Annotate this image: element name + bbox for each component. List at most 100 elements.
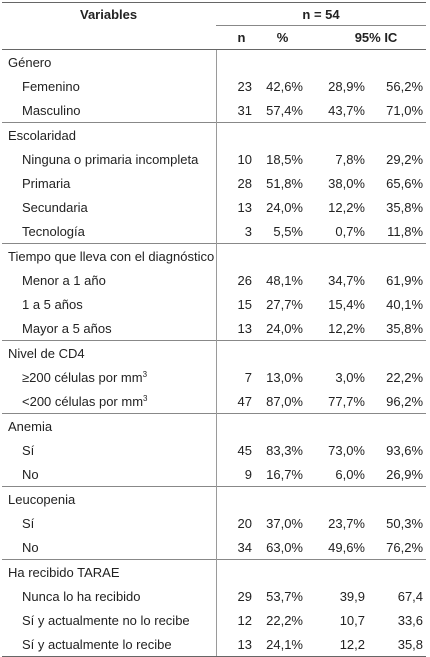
row-label-text: Mayor a 5 años bbox=[22, 320, 112, 336]
table-row: Mayor a 5 años 13 24,0% 12,2% 35,8% bbox=[2, 316, 426, 341]
ci-lower-cell: 6,0% bbox=[335, 466, 365, 482]
empty-cell bbox=[306, 49, 368, 74]
percent-cell: 48,1% bbox=[266, 272, 303, 288]
row-label-text: Sí y actualmente no lo recibe bbox=[22, 612, 190, 628]
row-label-text: ≥200 células por mm bbox=[22, 369, 143, 385]
percent-cell: 51,8% bbox=[266, 175, 303, 191]
ci-lower-cell: 23,7% bbox=[328, 515, 365, 531]
ci-lower-cell: 12,2 bbox=[306, 632, 368, 657]
percent-cell: 18,5% bbox=[266, 151, 303, 167]
row-label: Tecnología bbox=[2, 219, 217, 244]
section-row: Escolaridad bbox=[2, 122, 427, 147]
header-row: Variables n = 54 bbox=[2, 2, 427, 26]
row-label-text: Secundaria bbox=[22, 199, 88, 215]
empty-cell bbox=[216, 243, 255, 268]
ci-upper-cell: 93,6% bbox=[386, 442, 424, 458]
row-label-text: Nunca lo ha recibido bbox=[22, 588, 141, 604]
empty-cell bbox=[255, 486, 306, 511]
row-label-text: 1 a 5 años bbox=[22, 296, 83, 312]
table-row: <200 células por mm3 47 87,0% 77,7% 96,2% bbox=[2, 389, 426, 414]
ci-upper-cell: 35,8% bbox=[386, 199, 424, 215]
n-cell: 29 bbox=[237, 588, 252, 604]
n-cell: 13 bbox=[237, 199, 252, 215]
empty-cell bbox=[255, 413, 306, 438]
ci-upper-cell: 67,4 bbox=[397, 588, 424, 604]
ci-upper-cell: 11,8% bbox=[387, 223, 424, 239]
section-title: Género bbox=[2, 49, 217, 74]
row-label-text: Sí bbox=[22, 442, 35, 458]
ci-upper-cell: 71,0% bbox=[386, 102, 424, 118]
ci-header: 95% IC bbox=[306, 25, 427, 50]
n-cell: 31 bbox=[237, 102, 252, 118]
ci-lower-cell: 28,9% bbox=[328, 78, 365, 94]
table-row: Ninguna o primaria incompleta 10 18,5% 7,8%… bbox=[2, 147, 426, 171]
n-cell: 13 bbox=[216, 632, 255, 657]
table-body: Género Femenino 23 42,6% 28,9% 56,2% Masculino… bbox=[2, 49, 427, 657]
ci-lower-cell: 39,9 bbox=[339, 588, 365, 604]
ci-upper-cell: 29,2% bbox=[386, 151, 424, 167]
empty-cell bbox=[255, 340, 306, 365]
percent-cell: 22,2% bbox=[266, 612, 303, 628]
percent-cell: 24,0% bbox=[266, 199, 303, 215]
row-label-text: Menor a 1 año bbox=[22, 272, 106, 288]
table-row: Sí y actualmente no lo recibe 12 22,2% 10,7… bbox=[2, 608, 426, 632]
table-row: ≥200 células por mm3 7 13,0% 3,0% 22,2% bbox=[2, 365, 426, 389]
empty-cell bbox=[368, 559, 427, 584]
percent-cell: 87,0% bbox=[266, 393, 303, 409]
empty-cell bbox=[216, 49, 255, 74]
section-title: Ha recibido TARAE bbox=[2, 559, 217, 584]
percent-cell: 57,4% bbox=[266, 102, 303, 118]
empty-cell bbox=[368, 413, 427, 438]
n-cell: 45 bbox=[237, 442, 252, 458]
ci-lower-cell: 34,7% bbox=[328, 272, 365, 288]
empty-cell bbox=[306, 559, 368, 584]
row-label-text: Sí y actualmente lo recibe bbox=[22, 636, 172, 652]
row-label-text: Sí bbox=[22, 515, 35, 531]
n-cell: 9 bbox=[244, 466, 252, 482]
ci-lower-cell: 77,7% bbox=[328, 393, 365, 409]
row-label-text: Masculino bbox=[22, 102, 81, 118]
section-title: Tiempo que lleva con el diagnóstico bbox=[2, 243, 217, 268]
percent-cell: 5,5% bbox=[273, 223, 303, 239]
variables-header: Variables bbox=[2, 2, 216, 26]
empty-cell bbox=[368, 122, 427, 147]
row-label-text: Primaria bbox=[22, 175, 71, 191]
row-label: Sí bbox=[2, 438, 217, 462]
table-row: Tecnología 3 5,5% 0,7% 11,8% bbox=[2, 219, 426, 244]
table-row: Sí 20 37,0% 23,7% 50,3% bbox=[2, 511, 426, 535]
n-cell: 7 bbox=[244, 369, 252, 385]
table-row: Masculino 31 57,4% 43,7% 71,0% bbox=[2, 98, 426, 123]
empty-cell bbox=[255, 559, 306, 584]
empty-cell bbox=[216, 340, 255, 365]
table-row: Secundaria 13 24,0% 12,2% 35,8% bbox=[2, 195, 426, 219]
row-label-text: <200 células por mm bbox=[22, 393, 144, 409]
empty-cell bbox=[368, 243, 427, 268]
ci-upper-cell: 96,2% bbox=[386, 393, 424, 409]
ci-lower-cell: 3,0% bbox=[335, 369, 365, 385]
ci-upper-cell: 76,2% bbox=[386, 539, 424, 555]
empty-cell bbox=[255, 49, 306, 74]
n-cell: 10 bbox=[237, 151, 252, 167]
ci-upper-cell: 35,8 bbox=[368, 632, 427, 657]
section-row: Género bbox=[2, 49, 427, 74]
section-row: Anemia bbox=[2, 413, 427, 438]
row-label: Ninguna o primaria incompleta bbox=[2, 147, 217, 171]
section-row: Nivel de CD4 bbox=[2, 340, 427, 365]
row-label: Secundaria bbox=[2, 195, 217, 219]
empty-header-cell bbox=[2, 25, 216, 50]
row-label: ≥200 células por mm3 bbox=[2, 365, 217, 389]
row-label: <200 células por mm3 bbox=[2, 389, 217, 414]
subheader-row: n % 95% IC bbox=[2, 25, 427, 50]
table-row: Sí y actualmente lo recibe 13 24,1% 12,2 35,… bbox=[2, 632, 427, 657]
ci-upper-cell: 40,1% bbox=[386, 296, 424, 312]
sample-size-header: n = 54 bbox=[216, 2, 427, 26]
percent-cell: 53,7% bbox=[266, 588, 303, 604]
ci-upper-cell: 61,9% bbox=[386, 272, 424, 288]
superscript: 3 bbox=[143, 393, 148, 403]
percent-cell: 63,0% bbox=[266, 539, 303, 555]
empty-cell bbox=[216, 413, 255, 438]
table-row: Femenino 23 42,6% 28,9% 56,2% bbox=[2, 74, 426, 98]
section-row: Ha recibido TARAE bbox=[2, 559, 427, 584]
empty-cell bbox=[368, 486, 427, 511]
